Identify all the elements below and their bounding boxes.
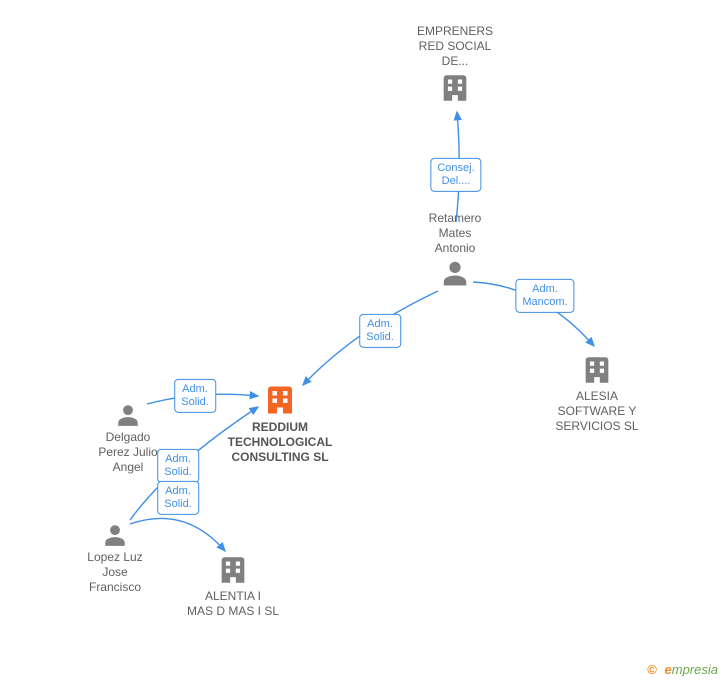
person-icon (102, 522, 128, 548)
node-reddium[interactable]: REDDIUMTECHNOLOGICALCONSULTING SL (210, 382, 350, 465)
brand-first-letter: e (665, 662, 672, 677)
building-icon (262, 382, 298, 418)
node-icon (385, 71, 525, 105)
edge-label-e1: Consej. Del.... (430, 158, 481, 192)
edge-label-e5: Adm. Solid. (157, 449, 199, 483)
person-icon (440, 258, 470, 288)
node-icon (45, 522, 185, 548)
node-label: ALESIASOFTWARE YSERVICIOS SL (527, 389, 667, 434)
edge-label-e6: Adm. Solid. (157, 481, 199, 515)
brand-rest: mpresia (672, 662, 718, 677)
node-empreners[interactable]: EMPRENERSRED SOCIALDE... (385, 24, 525, 105)
person-icon (115, 402, 141, 428)
node-icon (527, 353, 667, 387)
node-label: RetameroMatesAntonio (385, 211, 525, 256)
node-icon (210, 382, 350, 418)
node-icon (163, 553, 303, 587)
node-retamero[interactable]: RetameroMatesAntonio (385, 211, 525, 288)
node-label: REDDIUMTECHNOLOGICALCONSULTING SL (210, 420, 350, 465)
edge-label-e3: Adm. Solid. (359, 314, 401, 348)
building-icon (216, 553, 250, 587)
node-alesia[interactable]: ALESIASOFTWARE YSERVICIOS SL (527, 353, 667, 434)
building-icon (580, 353, 614, 387)
copyright: © empresia (647, 662, 718, 677)
edge-label-e2: Adm. Mancom. (515, 279, 574, 313)
node-label: ALENTIA IMAS D MAS I SL (163, 589, 303, 619)
diagram-stage: EMPRENERSRED SOCIALDE... RetameroMatesAn… (0, 0, 728, 685)
node-label: EMPRENERSRED SOCIALDE... (385, 24, 525, 69)
copyright-symbol: © (647, 662, 657, 677)
building-icon (438, 71, 472, 105)
node-icon (385, 258, 525, 288)
node-alentia[interactable]: ALENTIA IMAS D MAS I SL (163, 553, 303, 619)
edge-label-e4: Adm. Solid. (174, 379, 216, 413)
